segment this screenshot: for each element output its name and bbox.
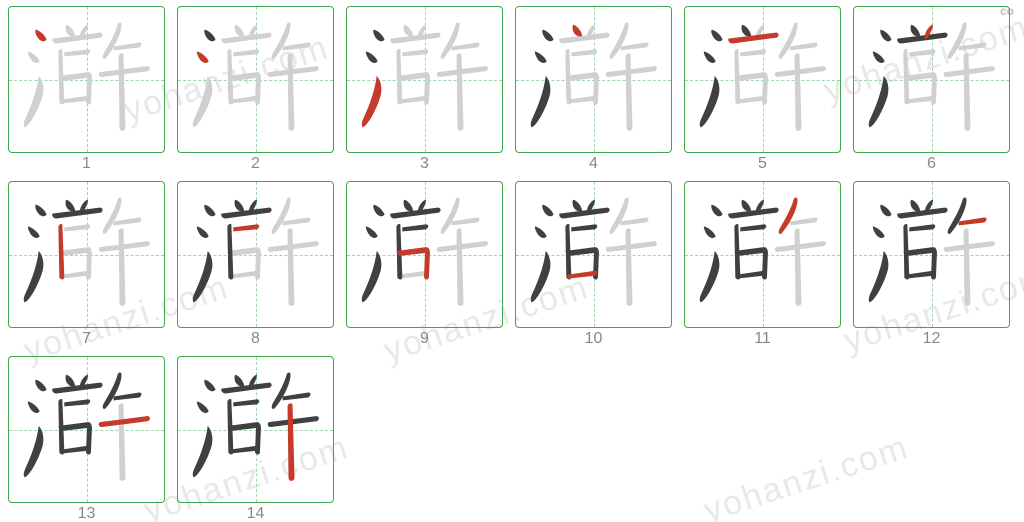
character-svg xyxy=(9,182,164,327)
stroke-cell: 1 xyxy=(8,6,165,181)
stroke-tile xyxy=(853,6,1010,153)
character-svg xyxy=(178,7,333,152)
grid-row: 7 8 9 10 11 12 xyxy=(8,181,1016,356)
grid-row: 13 14 xyxy=(8,356,1016,522)
stroke-index: 12 xyxy=(923,330,941,348)
stroke-cell: 3 xyxy=(346,6,503,181)
stroke-cell: 8 xyxy=(177,181,334,356)
stroke-cell: 9 xyxy=(346,181,503,356)
stroke-cell: 4 xyxy=(515,6,672,181)
stroke-tile xyxy=(177,6,334,153)
character-svg xyxy=(9,357,164,502)
stroke-cell: 2 xyxy=(177,6,334,181)
stroke-tile xyxy=(853,181,1010,328)
character-svg xyxy=(516,7,671,152)
stroke-tile xyxy=(8,6,165,153)
character-svg xyxy=(347,7,502,152)
stroke-tile xyxy=(515,6,672,153)
stroke-cell: 13 xyxy=(8,356,165,522)
character-svg xyxy=(347,182,502,327)
stroke-tile xyxy=(8,181,165,328)
page: co yohanzi.com yohanzi.com yohanzi.com y… xyxy=(0,0,1024,522)
stroke-tile xyxy=(177,356,334,503)
stroke-index: 10 xyxy=(585,330,603,348)
stroke-index: 6 xyxy=(927,155,936,173)
stroke-tile xyxy=(8,356,165,503)
stroke-index: 2 xyxy=(251,155,260,173)
stroke-index: 11 xyxy=(754,330,771,348)
stroke-tile xyxy=(515,181,672,328)
character-svg xyxy=(178,357,333,502)
stroke-index: 13 xyxy=(78,505,96,522)
stroke-cell: 14 xyxy=(177,356,334,522)
stroke-cell: 5 xyxy=(684,6,841,181)
stroke-tile xyxy=(177,181,334,328)
stroke-grid: 1234567891011121314 xyxy=(0,0,1024,522)
character-svg xyxy=(685,182,840,327)
character-svg xyxy=(178,182,333,327)
stroke-cell: 11 xyxy=(684,181,841,356)
stroke-cell: 6 xyxy=(853,6,1010,181)
stroke-tile xyxy=(346,181,503,328)
character-svg xyxy=(9,7,164,152)
stroke-index: 1 xyxy=(82,155,91,173)
stroke-cell: 7 xyxy=(8,181,165,356)
stroke-tile xyxy=(684,6,841,153)
character-svg xyxy=(854,7,1009,152)
stroke-index: 9 xyxy=(420,330,429,348)
stroke-index: 3 xyxy=(420,155,429,173)
character-svg xyxy=(516,182,671,327)
stroke-index: 5 xyxy=(758,155,767,173)
stroke-index: 14 xyxy=(247,505,265,522)
character-svg xyxy=(854,182,1009,327)
stroke-tile xyxy=(346,6,503,153)
stroke-index: 8 xyxy=(251,330,260,348)
character-svg xyxy=(685,7,840,152)
stroke-index: 7 xyxy=(82,330,91,348)
stroke-cell: 10 xyxy=(515,181,672,356)
grid-row: 1 2 3 4 5 6 xyxy=(8,6,1016,181)
stroke-cell: 12 xyxy=(853,181,1010,356)
stroke-tile xyxy=(684,181,841,328)
stroke-index: 4 xyxy=(589,155,598,173)
